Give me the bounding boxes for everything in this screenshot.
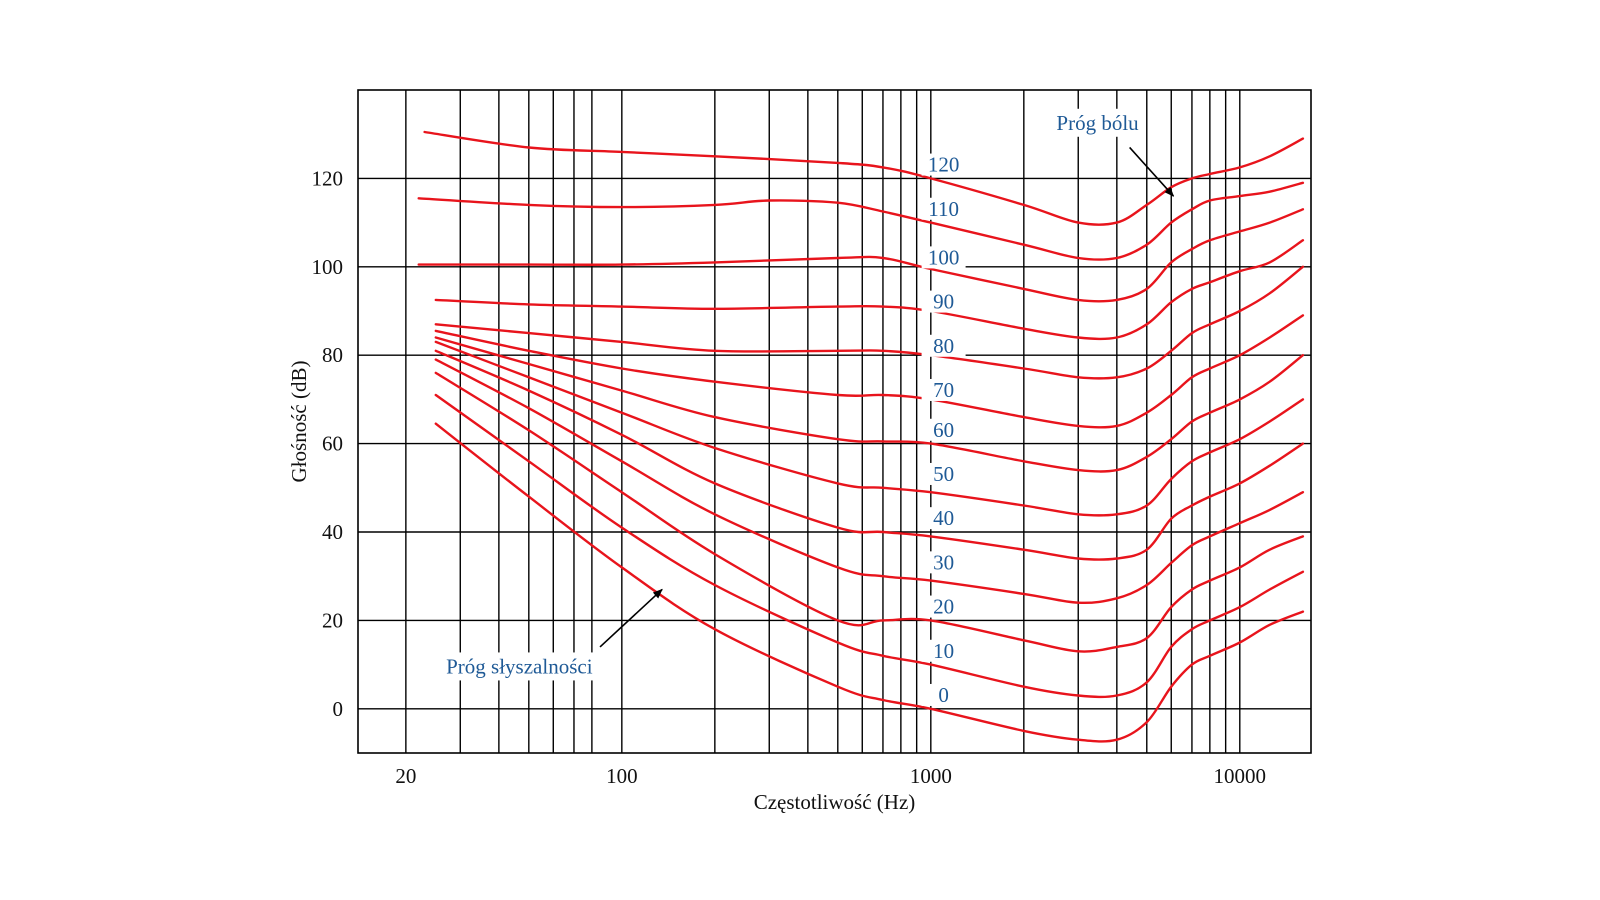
curve-label-background (921, 153, 966, 176)
curve-labels: 0 10 20 30 40 50 60 70 80 90 100 110 120 (921, 153, 966, 707)
curve-label-0: 0 (938, 683, 949, 707)
curve-label-50: 50 (933, 462, 954, 486)
curve-label-100: 100 (928, 245, 960, 269)
curve-label-20: 20 (933, 595, 954, 619)
curve-label-background (921, 418, 966, 441)
curve-label-110: 110 (928, 197, 959, 221)
x-tick-label: 20 (395, 764, 416, 788)
y-tick-label: 0 (333, 697, 344, 721)
curve-0-phon (434, 422, 1305, 743)
curve-70-phon (434, 314, 1305, 429)
annotation-background (442, 652, 597, 681)
x-axis-title: Częstotliwość (Hz) (754, 790, 916, 814)
annotation-background (1052, 108, 1144, 137)
y-tick-label: 40 (322, 520, 343, 544)
curve-label-background (921, 334, 966, 357)
y-tick-label: 120 (312, 166, 344, 190)
curve-label-80: 80 (933, 334, 954, 358)
curve-110-phon (417, 181, 1305, 261)
y-tick-label: 80 (322, 343, 343, 367)
curve-label-10: 10 (933, 639, 954, 663)
curve-label-background (921, 290, 966, 313)
curve-label-background (921, 378, 966, 401)
curve-80-phon (434, 265, 1305, 380)
curve-50-phon (434, 340, 1305, 517)
y-tick-label: 60 (322, 432, 343, 456)
curve-label-90: 90 (933, 290, 954, 314)
curve-60-phon (434, 336, 1305, 473)
curve-100-phon (417, 208, 1305, 303)
curve-90-phon (434, 239, 1305, 341)
curve-label-background (921, 595, 966, 618)
curve-label-background (921, 507, 966, 530)
curve-120-phon (423, 130, 1305, 226)
hearing-threshold-label: Próg słyszalności (446, 654, 593, 678)
y-axis-title: Głośność (dB) (287, 361, 311, 483)
curve-30-phon (434, 358, 1305, 605)
curve-label-70: 70 (933, 378, 954, 402)
curve-label-30: 30 (933, 550, 954, 574)
loudness-curves (417, 130, 1305, 743)
curve-label-background (921, 551, 966, 574)
pain-threshold-arrow (1129, 146, 1175, 197)
curve-label-60: 60 (933, 418, 954, 442)
x-tick-label: 1000 (910, 764, 952, 788)
curve-10-phon (434, 393, 1305, 699)
curve-40-phon (434, 349, 1305, 561)
curve-label-background (921, 197, 966, 220)
plot-frame (357, 89, 1312, 754)
curve-label-background (921, 462, 966, 485)
curve-20-phon (434, 371, 1305, 653)
curve-label-background (921, 639, 966, 662)
y-tick-label: 20 (322, 608, 343, 632)
annotations: Próg bólu Próg słyszalności (442, 108, 1175, 681)
x-tick-label: 10000 (1214, 764, 1267, 788)
pain-threshold-label: Próg bólu (1056, 111, 1139, 135)
y-tick-label: 100 (312, 255, 344, 279)
x-tick-label: 100 (606, 764, 638, 788)
curve-label-background (921, 683, 966, 706)
curve-label-background (921, 246, 966, 269)
curve-label-40: 40 (933, 506, 954, 530)
hearing-threshold-arrow (599, 588, 663, 648)
curve-label-120: 120 (928, 153, 960, 177)
grid (358, 90, 1311, 753)
